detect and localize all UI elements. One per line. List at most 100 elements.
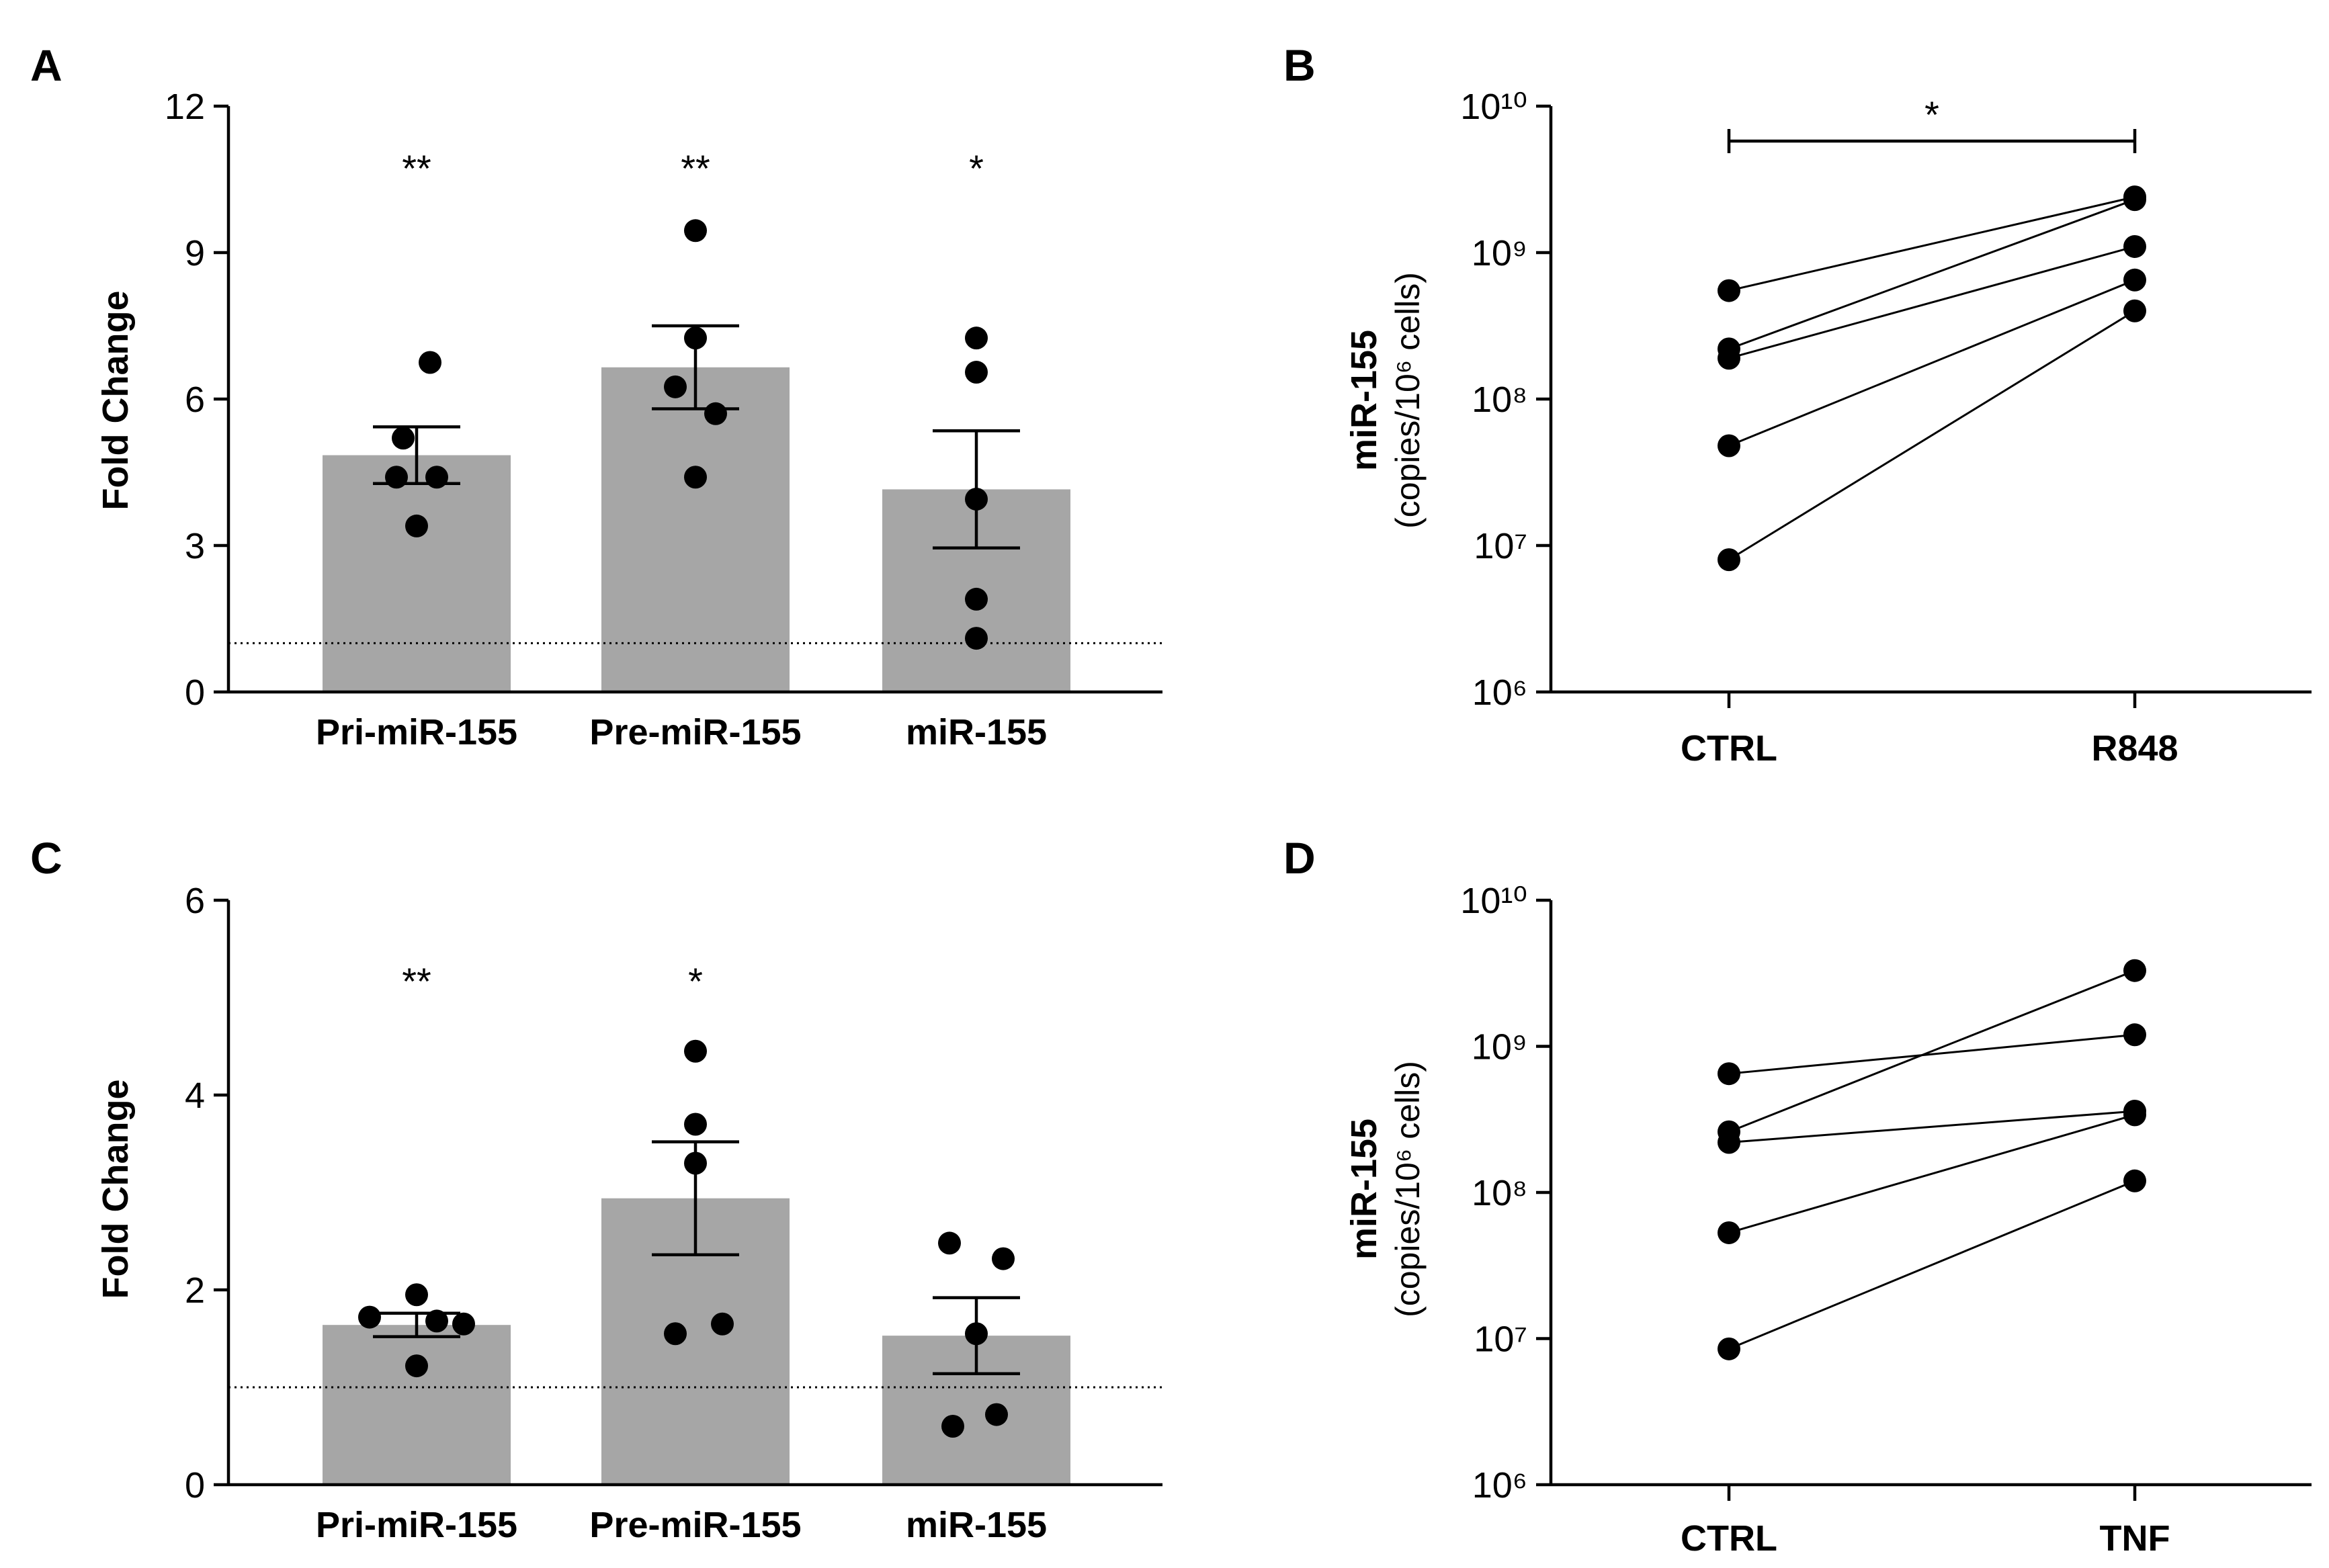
data-point-c-2-1 [992,1247,1015,1270]
data-point-a-2-1 [965,361,988,384]
data-point-c-0-2 [452,1312,475,1336]
data-point-a-2-3 [965,587,988,611]
panel-c-bar-chart: C Fold Change 0 2 4 6 Pri-miR-155 Pre-miR-15… [30,833,1162,1545]
x-category-a-1: Pre-miR-155 [589,712,801,752]
x-category-b-1: R848 [2091,728,2178,769]
x-category-c-0: Pri-miR-155 [316,1505,517,1545]
y-tick-label-d-0: 10⁶ [1472,1465,1527,1506]
data-point-a-0-2 [385,466,408,489]
x-category-a-0: Pri-miR-155 [316,712,517,752]
x-category-d-0: CTRL [1681,1518,1777,1559]
significance-bracket-b [1727,129,2137,153]
data-point-c-2-4 [941,1415,964,1438]
y-tick-label-a-1: 3 [185,526,205,566]
data-point-a-0-1 [392,427,415,450]
data-point-a-1-0 [684,219,707,243]
error-bar-c-0 [373,1311,460,1338]
significance-a-0: ** [402,147,431,189]
data-point-a-0-0 [419,351,441,374]
data-point-c-1-4 [664,1322,687,1346]
pair-line-d-2 [1728,1110,2135,1144]
panel-letter-d: D [1283,833,1316,883]
y-tick-label-d-1: 10⁷ [1474,1319,1527,1360]
data-point-c-2-0 [938,1231,961,1255]
data-point-d-1-1 [2123,959,2146,982]
data-point-a-1-1 [684,326,707,350]
data-point-a-0-3 [425,466,448,489]
y-tick-label-c-1: 2 [185,1270,205,1311]
bar-a-1 [601,367,790,692]
y-tick-label-a-2: 6 [185,380,205,420]
y-axis-label-b: miR-155 [1344,330,1384,471]
y-tick-label-c-2: 4 [185,1076,205,1116]
pair-line-d-0 [1728,1033,2135,1075]
panel-letter-c: C [30,833,62,883]
pair-line-d-4 [1728,1180,2135,1350]
y-axis-label-c: Fold Change [95,1080,136,1299]
data-point-c-2-3 [985,1403,1008,1426]
data-point-c-0-3 [425,1309,448,1333]
data-point-b-3-0 [1718,434,1740,458]
data-point-c-1-0 [684,1039,707,1063]
y-axis-label-a: Fold Change [95,291,136,511]
y-tick-label-d-3: 10⁹ [1472,1027,1527,1068]
bar-c-0 [323,1325,511,1485]
panel-b-paired-line-chart: B miR-155 (copies/10⁶ cells) 10⁶ 10⁷ 10⁸ 10… [1283,40,2312,769]
y-axis-unit-d: (copies/10⁶ cells) [1389,1061,1427,1317]
y-tick-label-c-3: 6 [185,881,205,921]
data-point-d-0-0 [1718,1062,1740,1086]
pair-line-d-1 [1728,969,2135,1133]
y-tick-label-b-4: 10¹⁰ [1460,87,1527,127]
data-point-c-0-0 [358,1305,381,1329]
bar-a-0 [323,455,511,692]
significance-b: * [1924,93,1939,136]
data-point-b-0-0 [1718,279,1740,302]
panel-a-bar-chart: A Fold Change 0 3 6 9 12 Pri-miR-155 Pre-miR-… [30,40,1162,752]
data-point-a-2-0 [965,326,988,350]
significance-a-1: ** [681,147,710,189]
data-point-a-2-2 [965,487,988,511]
x-category-d-1: TNF [2100,1518,2170,1559]
pair-line-b-0 [1728,195,2135,292]
panel-letter-b: B [1283,40,1316,90]
y-tick-label-d-4: 10¹⁰ [1460,881,1527,921]
y-tick-label-a-0: 0 [185,672,205,713]
y-axis-unit-b: (copies/10⁶ cells) [1389,272,1427,529]
y-tick-label-a-4: 12 [165,87,205,127]
data-point-d-4-1 [2123,1169,2146,1192]
data-point-c-1-3 [711,1312,734,1336]
data-point-d-3-1 [2123,1103,2146,1127]
panel-d-paired-line-chart: D miR-155 (copies/10⁶ cells) 10⁶ 10⁷ 10⁸ 10… [1283,833,2312,1559]
data-point-c-0-1 [405,1283,428,1307]
pair-line-d-3 [1728,1113,2135,1234]
x-category-b-0: CTRL [1681,728,1777,769]
y-tick-label-b-3: 10⁹ [1472,233,1527,273]
significance-c-0: ** [402,960,431,1002]
data-point-c-1-2 [684,1151,707,1175]
panel-letter-a: A [30,40,62,90]
data-point-a-0-4 [405,514,428,537]
data-point-a-1-4 [684,466,707,489]
y-tick-label-b-0: 10⁶ [1472,672,1527,713]
data-point-b-3-1 [2123,268,2146,292]
pair-line-b-2 [1728,245,2135,359]
data-point-d-3-0 [1718,1221,1740,1244]
data-point-a-1-2 [664,375,687,398]
data-point-a-2-4 [965,627,988,650]
y-axis-label-d: miR-155 [1344,1119,1384,1260]
data-point-d-4-0 [1718,1337,1740,1360]
y-tick-label-d-2: 10⁸ [1472,1173,1527,1213]
data-point-d-0-1 [2123,1023,2146,1047]
data-point-b-2-1 [2123,234,2146,258]
data-point-b-4-0 [1718,548,1740,572]
pair-line-b-4 [1728,310,2135,561]
y-tick-label-c-0: 0 [185,1465,205,1506]
data-point-b-1-1 [2123,188,2146,212]
x-category-c-1: Pre-miR-155 [589,1505,801,1545]
data-point-c-1-1 [684,1113,707,1136]
x-category-c-2: miR-155 [906,1505,1047,1545]
pair-line-b-3 [1728,279,2135,447]
data-point-a-1-3 [704,402,727,425]
y-tick-label-b-1: 10⁷ [1474,526,1527,566]
